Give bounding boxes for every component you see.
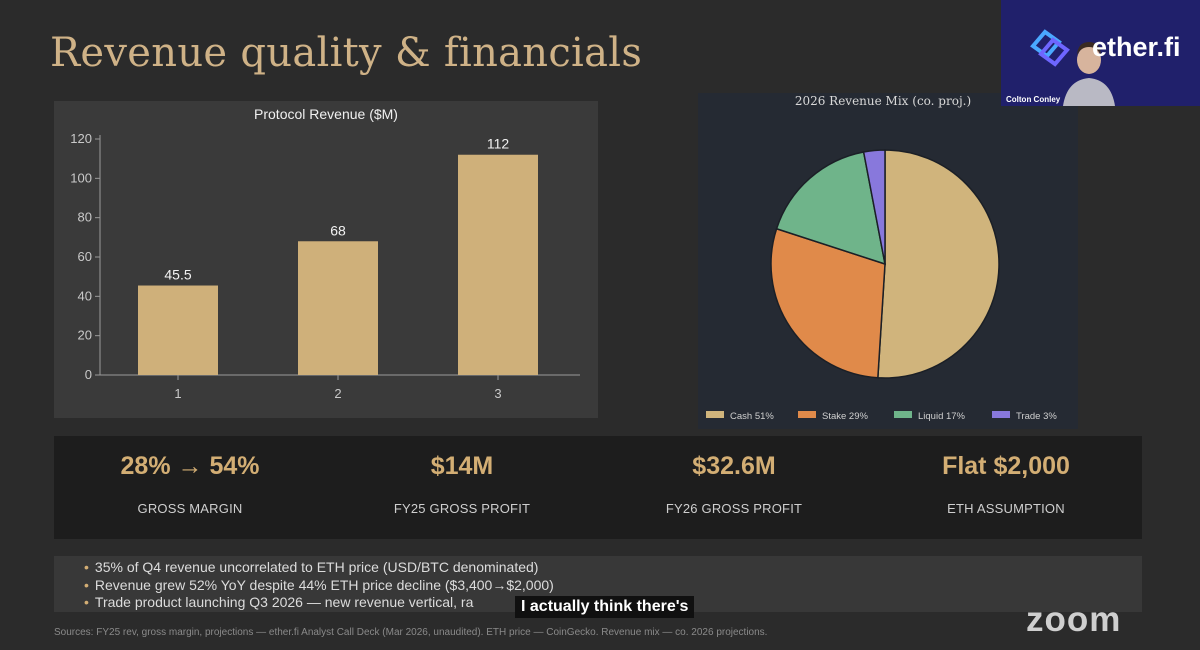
legend-swatch — [798, 411, 816, 418]
slide-title: Revenue quality & financials — [50, 30, 643, 76]
pie-chart-title: 2026 Revenue Mix (co. proj.) — [795, 94, 971, 108]
bar — [298, 241, 378, 375]
pie-slice — [770, 227, 886, 379]
metric-value: 28% → 54% — [120, 452, 260, 480]
bullet-item: • 35% of Q4 revenue uncorrelated to ETH p… — [84, 559, 1142, 577]
metric-label: GROSS MARGIN — [137, 501, 243, 516]
video-feed — [1030, 29, 1115, 106]
zoom-logo: zoom — [1026, 600, 1122, 639]
pie-slice — [862, 149, 886, 265]
metric-label: FY26 GROSS PROFIT — [665, 501, 803, 516]
y-tick-label: 60 — [78, 249, 92, 264]
metric-label: FY25 GROSS PROFIT — [393, 501, 531, 516]
participant-name: Colton Conley — [1006, 95, 1061, 104]
participant-video-tile[interactable] — [1001, 0, 1200, 106]
etherfi-brand-text: ether.fi — [1092, 32, 1181, 62]
metrics-strip: 28% → 54% GROSS MARGIN $14M FY25 GROSS P… — [54, 436, 1142, 539]
legend-label: Trade 3% — [1016, 411, 1057, 422]
bullet-text: 35% of Q4 revenue uncorrelated to ETH pr… — [94, 559, 539, 575]
y-tick-label: 100 — [70, 170, 92, 185]
bullet-icon: • — [84, 594, 89, 610]
pie-chart-svg: 2026 Revenue Mix (co. proj.) Cash 51% Stak… — [706, 94, 1057, 422]
bar — [138, 285, 218, 375]
pie-slice — [877, 149, 1000, 379]
bullet-item: • Trade product launching Q3 2026 — new r… — [84, 594, 1142, 612]
bar-value-label: 45.5 — [164, 267, 191, 283]
pie-slice — [775, 151, 886, 266]
bar-value-label: 112 — [487, 136, 510, 152]
y-tick-label: 40 — [78, 288, 92, 303]
metric-value: $32.6M — [692, 452, 776, 480]
x-tick-label: 1 — [174, 386, 181, 401]
metric-value: Flat $2,000 — [942, 452, 1070, 480]
metric-gross-margin: 28% → 54% GROSS MARGIN — [54, 436, 326, 539]
metric-value: $14M — [430, 452, 494, 480]
y-tick-label: 80 — [78, 210, 92, 225]
bullet-icon: • — [84, 576, 89, 593]
legend-label: Cash 51% — [730, 411, 774, 422]
sources-footnote: Sources: FY25 rev, gross margin, project… — [54, 627, 768, 638]
y-tick-label: 120 — [70, 131, 92, 146]
metric-fy26-gross-profit: $32.6M FY26 GROSS PROFIT — [598, 436, 870, 539]
metric-fy25-gross-profit: $14M FY25 GROSS PROFIT — [326, 436, 598, 539]
bullet-list: • 35% of Q4 revenue uncorrelated to ETH p… — [54, 556, 1142, 612]
bar-value-label: 68 — [330, 222, 346, 238]
legend-swatch — [894, 411, 912, 418]
legend-label: Liquid 17% — [918, 411, 966, 422]
bar-chart-title: Protocol Revenue ($M) — [254, 106, 398, 122]
live-caption: I actually think there's — [515, 596, 695, 618]
bullet-text: Revenue grew 52% YoY despite 44% ETH pri… — [94, 576, 554, 593]
revenue-mix-chart: 2026 Revenue Mix (co. proj.) Cash 51% Stak… — [698, 93, 1078, 429]
legend-swatch — [706, 411, 724, 418]
bar — [458, 154, 538, 375]
metric-label: ETH ASSUMPTION — [947, 501, 1065, 516]
metric-eth-assumption: Flat $2,000 ETH ASSUMPTION — [870, 436, 1142, 539]
x-tick-label: 3 — [494, 386, 501, 401]
legend-swatch — [992, 411, 1010, 418]
protocol-revenue-chart: Protocol Revenue ($M) 0 20 40 60 80 100 120 45.5… — [54, 101, 598, 418]
y-tick-label: 20 — [78, 328, 92, 343]
bullet-icon: • — [84, 559, 89, 575]
etherfi-logo-icon — [1030, 29, 1070, 67]
y-tick-label: 0 — [85, 367, 92, 382]
bullet-item: • Revenue grew 52% YoY despite 44% ETH pr… — [84, 577, 1142, 595]
legend-label: Stake 29% — [822, 411, 868, 422]
x-tick-label: 2 — [334, 386, 341, 401]
person-avatar — [1063, 35, 1115, 106]
bullet-text: Trade product launching Q3 2026 — new re… — [94, 594, 474, 610]
bar-chart-svg: Protocol Revenue ($M) 0 20 40 60 80 100 120 45.5… — [70, 106, 580, 401]
